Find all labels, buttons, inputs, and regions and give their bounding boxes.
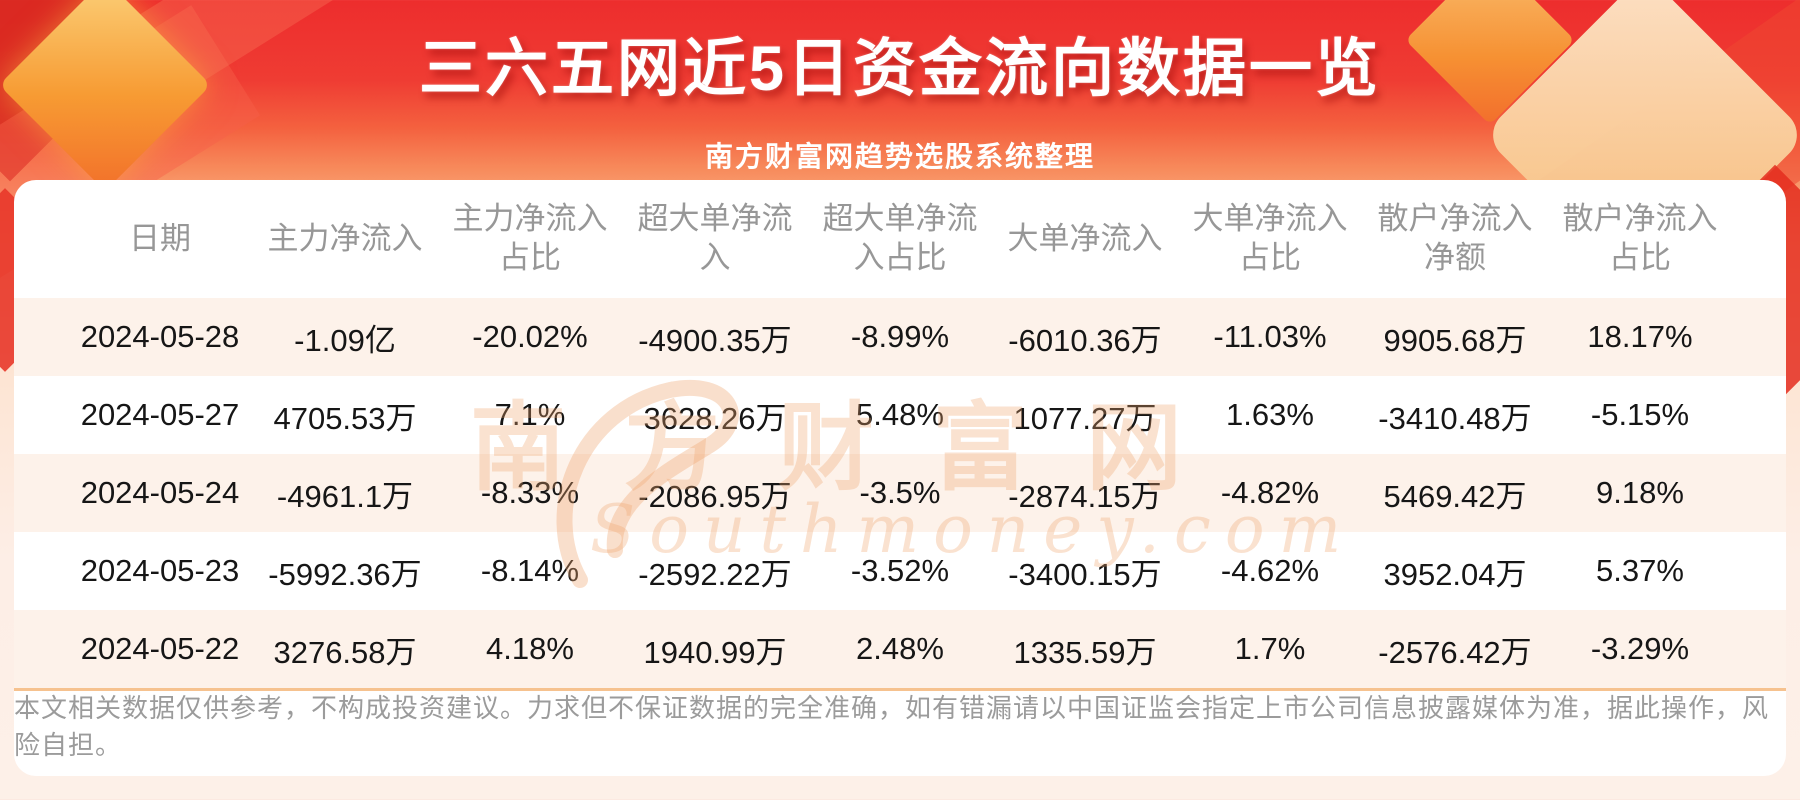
col-header-large-order-ratio: 大单净流入占比 [1192,201,1348,275]
fund-flow-table-card: 日期 主力净流入 主力净流入占比 超大单净流入 超大单净流入占比 大单净流入 大… [14,180,1786,776]
cell-value: -20.02% [472,319,588,354]
cell-value: 5.37% [1596,553,1684,588]
col-header-retail-net-ratio: 散户净流入占比 [1562,201,1718,275]
cell-value: 1940.99万 [643,634,787,670]
cell-value: -1.09亿 [294,322,396,358]
page-subtitle: 南方财富网趋势选股系统整理 [704,141,1095,172]
page-title: 三六五网近5日资金流向数据一览 [418,34,1382,104]
disclaimer-text: 本文相关数据仅供参考，不构成投资建议。力求但不保证数据的完全准确，如有错漏请以中… [14,692,1770,760]
cell-value: -5.15% [1590,397,1690,432]
cell-value: -6010.36万 [1008,322,1162,358]
cell-value: -3.29% [1590,631,1690,666]
cell-value: -2086.95万 [638,478,792,514]
col-header-xl-order-inflow: 超大单净流入 [637,201,793,275]
cell-value: -8.99% [850,319,950,354]
col-header-large-order-inflow: 大单净流入 [1007,220,1163,256]
table-row: 2024-05-22 3276.58万 4.18% 1940.99万 2.48%… [14,610,1786,688]
cell-value: -4900.35万 [638,322,792,358]
cell-value: 3276.58万 [273,634,417,670]
table-row: 2024-05-24 -4961.1万 -8.33% -2086.95万 -3.… [14,454,1786,532]
table-row: 2024-05-27 4705.53万 7.1% 3628.26万 5.48% … [14,376,1786,454]
cell-value: -3.52% [850,553,950,588]
cell-date: 2024-05-22 [80,631,240,666]
cell-value: 9905.68万 [1383,322,1527,358]
table-header-row: 日期 主力净流入 主力净流入占比 超大单净流入 超大单净流入占比 大单净流入 大… [14,180,1786,298]
cell-date: 2024-05-28 [80,319,240,354]
cell-value: 4.18% [486,631,574,666]
cell-value: 1077.27万 [1013,400,1157,436]
cell-value: -8.14% [480,553,580,588]
cell-value: 1.7% [1234,631,1306,666]
cell-value: -2874.15万 [1008,478,1162,514]
cell-value: -11.03% [1213,319,1327,354]
cell-value: 2.48% [856,631,944,666]
cell-value: -2592.22万 [638,556,792,592]
cell-value: -5992.36万 [268,556,422,592]
cell-value: 18.17% [1587,319,1693,354]
col-header-xl-order-ratio: 超大单净流入占比 [822,201,978,275]
cell-date: 2024-05-27 [80,397,240,432]
table-row: 2024-05-23 -5992.36万 -8.14% -2592.22万 -3… [14,532,1786,610]
cell-value: -4.62% [1220,553,1320,588]
cell-value: 5.48% [856,397,944,432]
cell-value: 7.1% [494,397,566,432]
cell-value: 9.18% [1596,475,1684,510]
cell-value: 1.63% [1226,397,1314,432]
cell-value: 3628.26万 [643,400,787,436]
cell-value: -3400.15万 [1008,556,1162,592]
table-row: 2024-05-28 -1.09亿 -20.02% -4900.35万 -8.9… [14,298,1786,376]
cell-date: 2024-05-24 [80,475,240,510]
col-header-date: 日期 [129,220,191,256]
cell-value: 5469.42万 [1383,478,1527,514]
footer-divider [14,688,1786,691]
cell-value: 1335.59万 [1013,634,1157,670]
banner: 三六五网近5日资金流向数据一览 南方财富网趋势选股系统整理 [0,0,1800,175]
col-header-main-net-ratio: 主力净流入占比 [452,201,608,275]
col-header-retail-net-amount: 散户净流入净额 [1377,201,1533,275]
cell-value: 3952.04万 [1383,556,1527,592]
cell-value: -4.82% [1220,475,1320,510]
cell-value: -8.33% [480,475,580,510]
cell-value: -4961.1万 [276,478,414,514]
cell-value: 4705.53万 [273,400,417,436]
cell-value: -2576.42万 [1378,634,1532,670]
col-header-main-net-inflow: 主力净流入 [267,220,423,256]
footer: 本文相关数据仅供参考，不构成投资建议。力求但不保证数据的完全准确，如有错漏请以中… [14,691,1786,760]
cell-value: -3410.48万 [1378,400,1532,436]
cell-date: 2024-05-23 [80,553,240,588]
cell-value: -3.5% [859,475,941,510]
